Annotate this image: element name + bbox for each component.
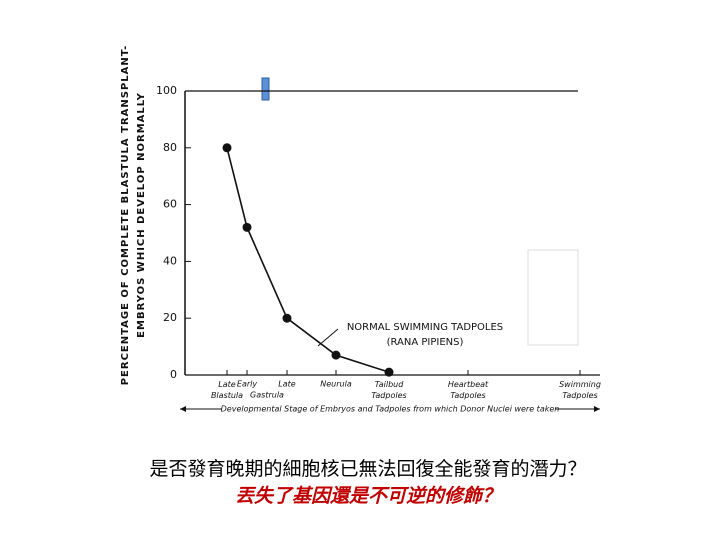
x-tick-label: Tailbud Tadpoles [371,380,406,400]
x-tick-label: Neurula [320,380,352,389]
x-tick-label-line: Late [218,380,235,389]
frame-remnant [527,249,579,346]
x-label-arrow-head [180,406,186,412]
x-tick-label: Swimming Tadpoles [559,380,601,400]
caption: 是否發育晚期的細胞核已無法回復全能發育的潛力？ [149,458,586,480]
data-point [242,222,252,232]
data-line [226,147,390,373]
x-tick-label: Heartbeat Tadpoles [448,380,489,400]
x-tick-label: Late [278,380,295,389]
data-point [282,313,292,323]
x-tick-label-line: Tadpoles [562,391,597,400]
x-tick-label-line: Swimming [559,380,601,389]
data-point [222,143,232,153]
x-group-label: Gastrula [250,391,284,400]
y-tick-label: 100 [156,84,177,97]
y-axis-label: EMBRYOS WHICH DEVELOP NORMALLY [136,92,147,338]
y-axis-label: PERCENTAGE OF COMPLETE BLASTULA TRANSPLA… [120,45,131,386]
x-tick-label-line: Tadpoles [450,391,485,400]
y-tick-label: 80 [163,141,177,154]
x-tick-label-line: Tadpoles [371,391,406,400]
x-tick-label-line: Blastula [211,391,243,400]
y-tick-label: 60 [163,198,177,211]
x-tick-label-line: Heartbeat [448,380,489,389]
x-axis-label: Developmental Stage of Embryos and Tadpo… [221,405,560,414]
annotation: (RANA PIPIENS) [387,337,464,348]
x-tick-label-line: Tailbud [375,380,405,389]
data-point [384,367,394,377]
y-tick-label: 40 [163,254,177,267]
caption: 丟失了基因還是不可逆的修飾？ [235,485,501,507]
x-tick-label: Early [237,380,257,389]
annotation: NORMAL SWIMMING TADPOLES [347,322,503,333]
y-tick-label: 0 [170,368,177,381]
x-tick-label: Late Blastula [211,380,243,400]
data-point [331,350,341,360]
y-tick-label: 20 [163,311,177,324]
x-label-arrow-head [594,406,600,412]
marker-decoration [261,77,270,101]
